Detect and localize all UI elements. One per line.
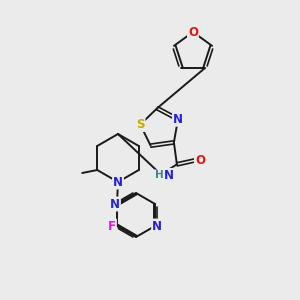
Text: N: N <box>113 176 123 188</box>
Text: F: F <box>108 220 116 232</box>
Text: O: O <box>195 154 205 167</box>
Text: N: N <box>152 220 162 232</box>
Text: S: S <box>136 118 145 131</box>
Text: N: N <box>110 197 120 211</box>
Text: N: N <box>164 169 174 182</box>
Text: O: O <box>188 26 198 38</box>
Text: H: H <box>154 170 163 180</box>
Text: N: N <box>173 113 183 126</box>
